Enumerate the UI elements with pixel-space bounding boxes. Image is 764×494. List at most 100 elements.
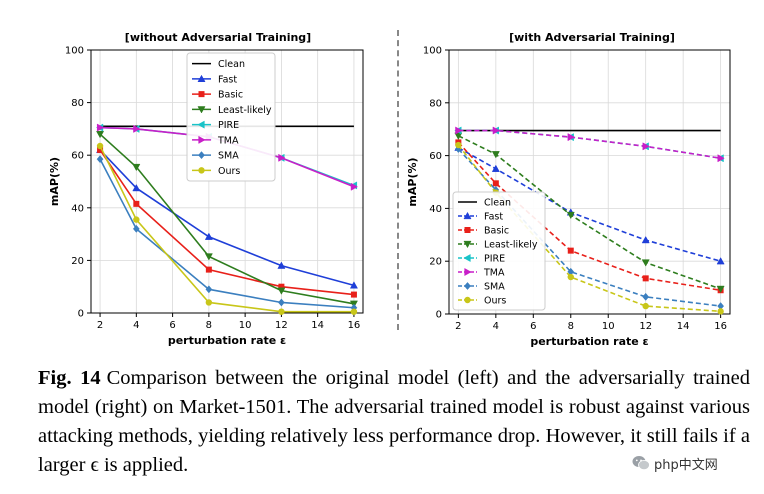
x-tick-label: 2 — [97, 320, 103, 331]
y-tick-label: 100 — [423, 46, 442, 57]
legend-entry: Clean — [484, 198, 511, 209]
y-tick-label: 60 — [71, 151, 84, 162]
chart-title: [with Adversarial Training] — [509, 31, 675, 44]
legend-entry: Ours — [218, 166, 240, 177]
data-point — [205, 266, 212, 273]
data-point — [491, 164, 500, 172]
figure: [without Adversarial Training] 2 4 6 8 10 12 14… — [48, 31, 731, 348]
x-tick-label: 8 — [206, 320, 212, 331]
legend-box — [452, 191, 546, 311]
legend-marker — [463, 253, 471, 263]
data-point — [454, 132, 463, 140]
legend-entry: PIRE — [218, 120, 239, 131]
data-point — [204, 232, 213, 240]
y-tick-label: 80 — [71, 98, 84, 109]
series-least-likely — [96, 131, 358, 308]
data-point — [96, 131, 105, 139]
y-tick-label: 0 — [436, 310, 442, 321]
x-tick-label: 14 — [311, 320, 324, 331]
legend-entry: SMA — [484, 282, 505, 293]
data-point — [455, 141, 462, 149]
caption-label: Fig. 14 — [38, 367, 101, 389]
series-ours — [455, 141, 724, 315]
series-sma — [96, 155, 358, 312]
x-axis-label: perturbation rate ε — [530, 335, 648, 348]
series-least-likely — [454, 132, 725, 294]
data-point — [642, 292, 650, 301]
legend-marker — [463, 240, 472, 249]
legend-marker — [464, 296, 471, 304]
y-tick-label: 60 — [429, 151, 442, 162]
plot-frame — [90, 49, 364, 314]
legend-marker — [197, 120, 205, 129]
y-tick-label: 40 — [429, 204, 442, 215]
data-point — [133, 200, 140, 207]
chart-title: [without Adversarial Training] — [125, 31, 311, 44]
legend-entry: Basic — [484, 226, 509, 237]
data-point — [278, 283, 285, 290]
legend-marker — [198, 91, 205, 98]
data-point — [277, 261, 286, 269]
legend-marker — [197, 106, 206, 114]
series-basic — [97, 146, 357, 298]
panel-divider — [397, 30, 399, 330]
legend: Clean Fast Basic Least-likely PIRE TMA SMA Ours — [452, 191, 546, 311]
data-point — [278, 308, 285, 315]
x-tick-label: 10 — [239, 320, 252, 331]
y-axis-label: mAP(%) — [48, 157, 61, 206]
data-point — [277, 287, 286, 295]
data-point — [205, 285, 213, 294]
data-point — [132, 224, 140, 233]
legend-entry: Fast — [218, 74, 237, 85]
data-point — [717, 154, 725, 163]
x-tick-label: 10 — [602, 321, 615, 332]
x-tick-label: 2 — [455, 321, 461, 332]
data-point — [642, 142, 650, 151]
legend-entry: Clean — [218, 59, 245, 70]
data-point — [350, 308, 358, 315]
legend-marker — [464, 227, 471, 233]
x-tick-label: 12 — [639, 321, 652, 332]
legend-box — [186, 52, 276, 182]
y-axis-label: mAP(%) — [406, 157, 419, 206]
x-tick-label: 6 — [530, 321, 536, 332]
figure-caption: Fig. 14 Comparison between the original m… — [38, 364, 750, 480]
data-point — [492, 126, 500, 135]
series-tma — [455, 126, 725, 163]
data-point — [349, 281, 358, 289]
chart-with-adversarial-training: [with Adversarial Training] 2 4 6 8 10 12 14 16 0… — [406, 31, 731, 348]
data-point — [641, 235, 650, 244]
data-point — [96, 142, 104, 150]
data-point — [96, 155, 104, 164]
data-point — [133, 216, 140, 223]
x-tick-label: 4 — [493, 321, 499, 332]
data-point — [455, 126, 463, 135]
x-tick-label: 16 — [714, 321, 727, 332]
legend-entry: Basic — [218, 90, 243, 101]
data-point — [97, 146, 104, 153]
x-tick-label: 6 — [169, 320, 175, 331]
legend-marker — [198, 135, 206, 144]
watermark-text: php中文网 — [654, 457, 718, 473]
wechat-icon — [632, 456, 650, 470]
legend-marker — [463, 211, 472, 220]
chart-without-adversarial-training: [without Adversarial Training] 2 4 6 8 10 12 14… — [48, 31, 364, 347]
series-line — [457, 148, 721, 307]
data-point — [278, 298, 285, 307]
legend-marker — [197, 74, 206, 83]
legend-marker — [198, 151, 205, 160]
data-point — [642, 275, 649, 282]
data-point — [205, 299, 213, 306]
x-tick-label: 16 — [348, 320, 361, 331]
legend-entry: SMA — [218, 151, 239, 162]
data-point — [567, 247, 574, 254]
legend-entry: Least-likely — [218, 105, 272, 116]
series-ours — [96, 142, 358, 315]
x-tick-label: 4 — [133, 320, 139, 331]
data-point — [278, 153, 286, 162]
y-tick-label: 40 — [71, 203, 84, 214]
data-point — [641, 259, 650, 267]
data-point — [350, 182, 359, 191]
data-point — [642, 302, 649, 310]
series-line — [457, 144, 721, 313]
